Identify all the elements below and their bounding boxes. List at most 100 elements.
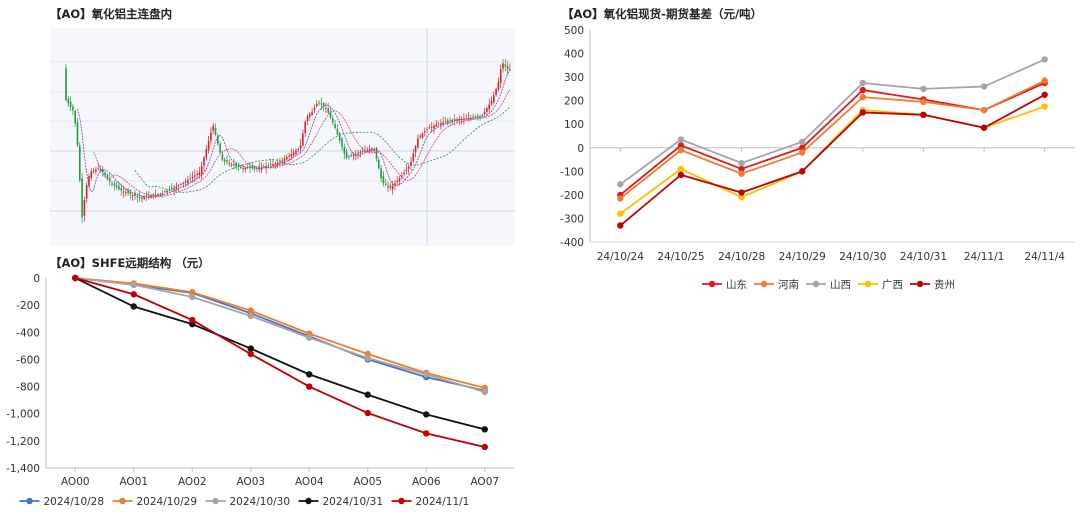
candle-body [230, 164, 233, 166]
candle-body [506, 65, 509, 70]
candle-body [200, 165, 203, 175]
data-point [859, 79, 867, 87]
candle-body [88, 176, 90, 186]
candle-body [417, 138, 419, 148]
candle-body [382, 176, 385, 184]
x-tick-label: 24/11/1 [964, 251, 1004, 263]
candle-body [187, 179, 189, 183]
data-point [617, 222, 624, 229]
candle-body [302, 133, 304, 146]
candle-body [352, 154, 355, 156]
candle-body [166, 190, 168, 193]
candle-body [272, 164, 274, 166]
candle-body [343, 147, 346, 154]
moving-average-line [77, 69, 511, 198]
x-tick-label: 24/10/31 [900, 251, 947, 263]
legend-label: 2024/10/30 [230, 496, 291, 508]
candle-body [189, 178, 191, 180]
candle-body [401, 175, 403, 177]
candle-body [458, 119, 461, 121]
candle-body [74, 110, 76, 124]
x-tick-label: 24/10/24 [597, 251, 644, 263]
legend-label: 2024/11/1 [416, 496, 470, 508]
candle-body [205, 149, 208, 158]
candle-body [175, 186, 178, 189]
data-point [677, 136, 685, 143]
candle-body [223, 159, 226, 162]
x-tick-label: 24/10/25 [657, 251, 704, 263]
candle-body [180, 183, 182, 185]
data-point [72, 274, 79, 282]
data-point [364, 354, 371, 362]
y-tick-label: -1,000 [6, 409, 40, 421]
legend-swatch-marker [812, 280, 820, 288]
legend-swatch-marker [212, 497, 219, 505]
series-line [619, 79, 1046, 200]
candle-body [286, 157, 288, 160]
candle-body [490, 100, 493, 105]
candle-body [366, 149, 369, 151]
data-point [247, 312, 254, 320]
candle-body [256, 167, 258, 169]
candle-body [104, 172, 106, 176]
candle-body [359, 151, 362, 153]
candle-body [292, 152, 295, 156]
candle-body [488, 104, 490, 110]
candle-body [419, 135, 421, 137]
x-tick-label: AO03 [236, 476, 265, 488]
candle-body [136, 195, 139, 197]
x-tick-label: AO06 [412, 476, 441, 488]
x-tick-label: AO07 [470, 476, 499, 488]
candle-body [467, 118, 470, 120]
candle-body [145, 195, 148, 197]
legend-label: 广西 [882, 279, 903, 291]
moving-average-line [134, 107, 511, 193]
data-point [247, 307, 254, 314]
legend-label: 2024/10/28 [44, 496, 105, 508]
candle-body [244, 168, 247, 170]
candle-body [168, 189, 171, 191]
legend-swatch-marker [760, 280, 768, 288]
candle-body [405, 169, 408, 171]
data-point [738, 189, 745, 196]
candle-body [221, 154, 224, 161]
data-point [423, 430, 430, 437]
candle-body [332, 118, 334, 123]
candle-body [437, 123, 440, 125]
candle-body [196, 173, 198, 176]
y-tick-label: 100 [564, 119, 584, 131]
candle-body [76, 122, 79, 146]
x-tick-label: 24/10/28 [718, 251, 765, 263]
candle-body [120, 188, 122, 191]
candle-body [329, 111, 332, 118]
data-point [130, 281, 137, 288]
candle-body [83, 200, 86, 216]
data-point [677, 142, 685, 149]
candle-body [129, 192, 132, 195]
legend-swatch-marker [916, 280, 924, 288]
y-tick-label: -200 [560, 190, 584, 202]
candle-body [122, 191, 125, 193]
data-point [1041, 77, 1048, 84]
y-tick-label: 500 [564, 25, 584, 37]
candle-body [97, 167, 99, 169]
candle-body [95, 169, 97, 172]
candle-body [447, 120, 449, 123]
candle-body [364, 150, 366, 152]
candle-body [493, 95, 495, 103]
data-point [189, 289, 196, 296]
candle-body [424, 131, 426, 133]
candle-body [194, 175, 196, 177]
candle-body [90, 171, 93, 178]
candle-body [113, 183, 116, 186]
candle-body [65, 67, 67, 100]
candle-body [203, 157, 205, 166]
data-point [859, 93, 867, 101]
data-point [481, 443, 488, 451]
legend-swatch-marker [708, 280, 716, 288]
candle-body [125, 192, 127, 194]
legend-swatch-marker [305, 497, 312, 505]
data-point [189, 316, 196, 324]
data-point [481, 388, 488, 396]
candle-body [217, 135, 219, 144]
